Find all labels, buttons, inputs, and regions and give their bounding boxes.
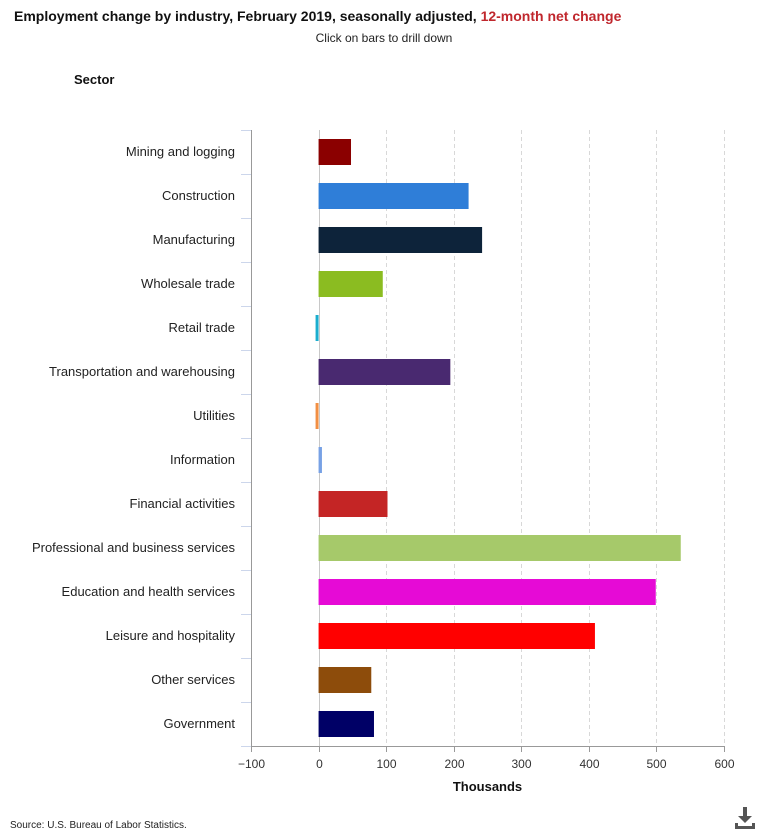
bar[interactable]: [315, 315, 319, 341]
bar[interactable]: [318, 711, 374, 737]
x-tick-label: 300: [511, 757, 531, 771]
x-tick-label: 600: [714, 757, 734, 771]
category-label: Manufacturing: [153, 232, 235, 247]
bar[interactable]: [318, 271, 383, 297]
download-icon[interactable]: [734, 806, 756, 830]
x-axis-title: Thousands: [453, 779, 522, 794]
bar[interactable]: [318, 359, 451, 385]
category-label: Education and health services: [62, 584, 236, 599]
chart-title-accent: 12-month net change: [480, 8, 622, 24]
category-label: Wholesale trade: [141, 276, 235, 291]
bar[interactable]: [318, 535, 681, 561]
y-axis-heading: Sector: [74, 72, 115, 87]
chart-subtitle: Click on bars to drill down: [315, 31, 453, 45]
category-label: Transportation and warehousing: [49, 364, 235, 379]
bar[interactable]: [318, 139, 352, 165]
category-label: Retail trade: [169, 320, 235, 335]
category-label: Other services: [151, 672, 235, 687]
category-label: Utilities: [193, 408, 235, 423]
bar[interactable]: [318, 667, 372, 693]
category-label: Leisure and hospitality: [106, 628, 236, 643]
download-icon-glyph: [735, 807, 755, 829]
bar[interactable]: [318, 579, 656, 605]
x-tick-label: −100: [238, 757, 265, 771]
category-label: Government: [163, 716, 235, 731]
bar[interactable]: [318, 227, 483, 253]
chart-title-main: Employment change by industry, February …: [14, 8, 481, 24]
category-label: Information: [170, 452, 235, 467]
x-tick-label: 0: [316, 757, 323, 771]
bar[interactable]: [318, 491, 388, 517]
bar[interactable]: [318, 447, 322, 473]
x-tick-label: 500: [646, 757, 666, 771]
category-label: Mining and logging: [126, 144, 235, 159]
x-tick-label: 100: [376, 757, 396, 771]
category-label: Professional and business services: [32, 540, 236, 555]
x-tick-label: 200: [444, 757, 464, 771]
x-tick-label: 400: [579, 757, 599, 771]
category-label: Construction: [162, 188, 235, 203]
bar[interactable]: [318, 623, 595, 649]
chart-title: Employment change by industry, February …: [0, 8, 768, 24]
category-label: Financial activities: [130, 496, 236, 511]
source-note: Source: U.S. Bureau of Labor Statistics.: [10, 820, 187, 831]
bar[interactable]: [318, 183, 469, 209]
bar[interactable]: [315, 403, 319, 429]
